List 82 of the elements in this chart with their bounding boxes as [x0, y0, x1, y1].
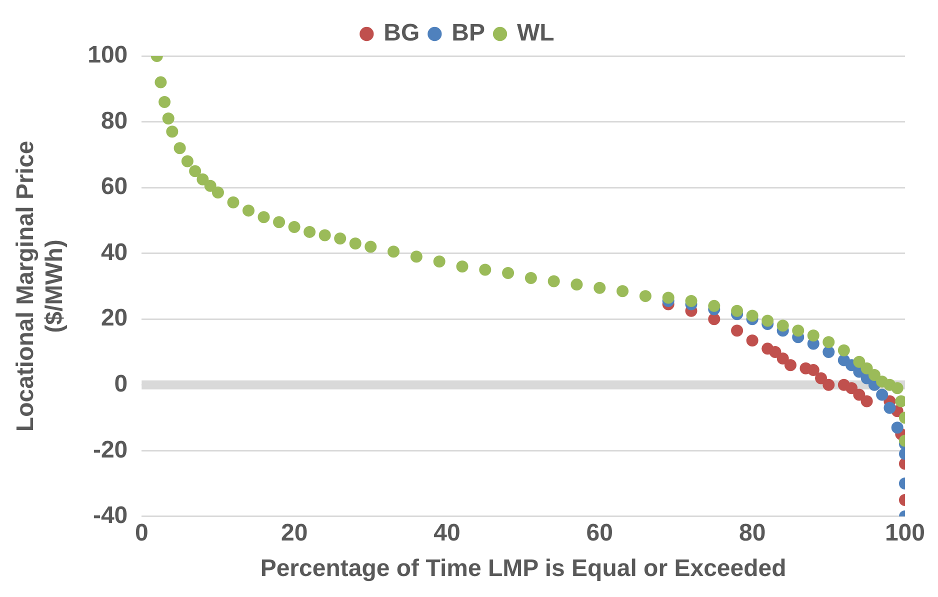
- point: [548, 275, 560, 288]
- x-tick-label: 20: [280, 519, 308, 546]
- point: [212, 186, 224, 198]
- point: [524, 272, 537, 284]
- point: [242, 204, 255, 217]
- y-tick-label: 60: [100, 173, 128, 200]
- point: [196, 173, 209, 186]
- x-tick-label: 100: [884, 519, 925, 546]
- point: [388, 246, 400, 258]
- legend-label: WL: [517, 20, 554, 47]
- point: [662, 292, 674, 304]
- point: [807, 364, 820, 376]
- point: [204, 180, 216, 192]
- y-tick-label: -20: [92, 436, 128, 464]
- y-tick-label: 40: [100, 238, 128, 266]
- point: [815, 372, 828, 384]
- point: [853, 356, 866, 368]
- point: [639, 290, 652, 302]
- point: [570, 278, 583, 291]
- point: [846, 382, 858, 394]
- point: [776, 352, 789, 365]
- point: [479, 264, 492, 276]
- point: [868, 368, 880, 381]
- point: [792, 324, 804, 337]
- point: [616, 285, 629, 298]
- point: [776, 320, 789, 332]
- point: [731, 304, 744, 317]
- x-axis-title: Percentage of Time LMP is Equal or Exceeded: [260, 555, 786, 582]
- point: [708, 300, 720, 312]
- point: [708, 313, 720, 326]
- point: [288, 221, 300, 234]
- point: [685, 295, 698, 307]
- point: [227, 196, 240, 208]
- point: [189, 165, 202, 178]
- point: [364, 240, 377, 253]
- y-tick-label: 80: [100, 107, 128, 134]
- y-tick-label: 100: [88, 42, 128, 69]
- x-tick-label: 60: [586, 519, 613, 546]
- point: [349, 237, 362, 250]
- point: [784, 359, 796, 372]
- point: [410, 250, 422, 263]
- x-tick-label: 0: [134, 519, 148, 546]
- legend-label: BG: [384, 20, 420, 47]
- point: [822, 378, 835, 391]
- point: [762, 314, 774, 327]
- point: [502, 267, 514, 280]
- x-tick-label: 40: [434, 519, 460, 546]
- legend-label: BP: [452, 20, 486, 47]
- point: [822, 336, 835, 348]
- point: [158, 96, 171, 108]
- point: [731, 324, 744, 337]
- point: [456, 260, 468, 272]
- point: [891, 382, 904, 394]
- y-axis-title: Locational Marginal Price ($/MWh): [12, 140, 68, 432]
- point: [334, 232, 346, 245]
- y-tick-label: 0: [114, 370, 128, 398]
- point: [181, 155, 194, 168]
- point: [433, 256, 446, 268]
- point: [891, 422, 904, 434]
- point: [884, 402, 896, 414]
- point: [876, 388, 888, 401]
- point: [860, 362, 873, 374]
- y-tick-label: 20: [100, 304, 128, 332]
- point: [304, 226, 316, 238]
- point: [162, 112, 174, 124]
- point: [853, 388, 866, 401]
- point: [838, 344, 850, 356]
- point: [860, 395, 873, 408]
- point: [258, 211, 270, 224]
- y-tick-label: -40: [92, 502, 128, 530]
- point: [174, 142, 186, 154]
- point: [154, 76, 167, 88]
- point: [746, 310, 758, 322]
- point: [166, 126, 178, 138]
- point: [318, 229, 331, 242]
- point: [594, 282, 606, 294]
- point: [822, 346, 835, 358]
- point: [746, 334, 758, 346]
- x-tick-label: 80: [738, 519, 766, 546]
- point: [769, 346, 782, 358]
- point: [273, 216, 286, 228]
- point: [807, 330, 820, 342]
